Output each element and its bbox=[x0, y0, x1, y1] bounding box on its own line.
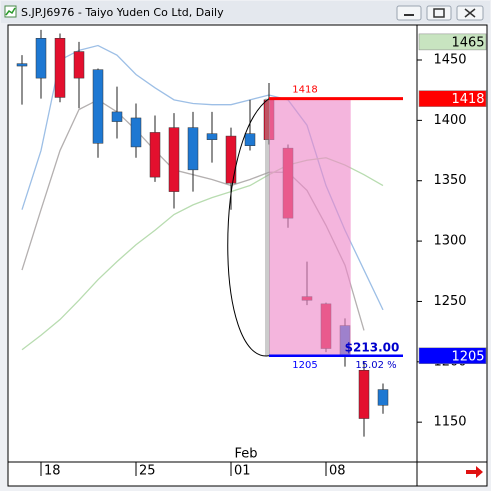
close-icon bbox=[464, 8, 476, 18]
y-tick-label: 1350 bbox=[433, 173, 466, 188]
candle-body bbox=[92, 69, 104, 144]
candle-body bbox=[111, 111, 123, 122]
candle-body bbox=[206, 133, 218, 140]
y-tick-label: 1150 bbox=[433, 415, 466, 430]
x-tick-label: 01 bbox=[234, 464, 251, 479]
x-tick-label: 08 bbox=[329, 464, 346, 479]
candle-body bbox=[73, 51, 85, 79]
plot-layer: 115012001250130013501400145018250108Feb1… bbox=[16, 29, 487, 479]
candle-body bbox=[149, 132, 161, 178]
time-axis bbox=[7, 461, 418, 487]
price-tag-label: 1418 bbox=[451, 92, 484, 107]
price-tag bbox=[418, 90, 487, 107]
candle-body bbox=[168, 127, 180, 192]
measure-zone bbox=[269, 98, 351, 356]
measure-value: $213.00 bbox=[345, 340, 400, 354]
y-tick-label: 1300 bbox=[433, 234, 466, 249]
window-title: S.JP.J6976 - Taiyo Yuden Co Ltd, Daily bbox=[21, 6, 224, 19]
candle-body bbox=[225, 135, 237, 184]
plot-area bbox=[7, 24, 418, 463]
title-bar bbox=[1, 1, 490, 23]
axis-corner bbox=[416, 461, 488, 487]
price-tag bbox=[418, 347, 487, 365]
candle-body bbox=[187, 127, 199, 171]
candle-body bbox=[130, 117, 142, 148]
candle-body bbox=[244, 133, 256, 146]
x-tick-label: 25 bbox=[139, 464, 156, 479]
candle-body bbox=[358, 370, 370, 419]
y-tick-label: 1250 bbox=[433, 294, 466, 309]
window-buttons[interactable] bbox=[396, 5, 484, 21]
y-tick-label: 1450 bbox=[433, 53, 466, 68]
x-annotation: Feb bbox=[234, 447, 257, 462]
candle-body bbox=[35, 38, 47, 79]
y-tick-label: 1400 bbox=[433, 113, 466, 128]
price-tag-label: 1465 bbox=[451, 35, 484, 50]
candle-body bbox=[16, 63, 28, 67]
minimize-button[interactable] bbox=[396, 5, 422, 21]
zone-edge bbox=[265, 98, 270, 356]
measure-percent: 15.02 % bbox=[355, 360, 396, 371]
maximize-button[interactable] bbox=[426, 5, 452, 21]
candle-body bbox=[54, 38, 66, 98]
price-tag bbox=[418, 33, 487, 51]
price-tag-label: 1205 bbox=[451, 349, 484, 364]
maximize-icon bbox=[433, 8, 445, 18]
x-tick-label: 18 bbox=[44, 464, 61, 479]
arc-drawing bbox=[227, 98, 270, 357]
level-label: 1205 bbox=[292, 360, 317, 371]
window-icon-graph bbox=[5, 7, 16, 16]
level-label: 1418 bbox=[292, 85, 317, 96]
candle-body bbox=[377, 389, 389, 406]
scroll-arrow[interactable] bbox=[466, 466, 483, 478]
